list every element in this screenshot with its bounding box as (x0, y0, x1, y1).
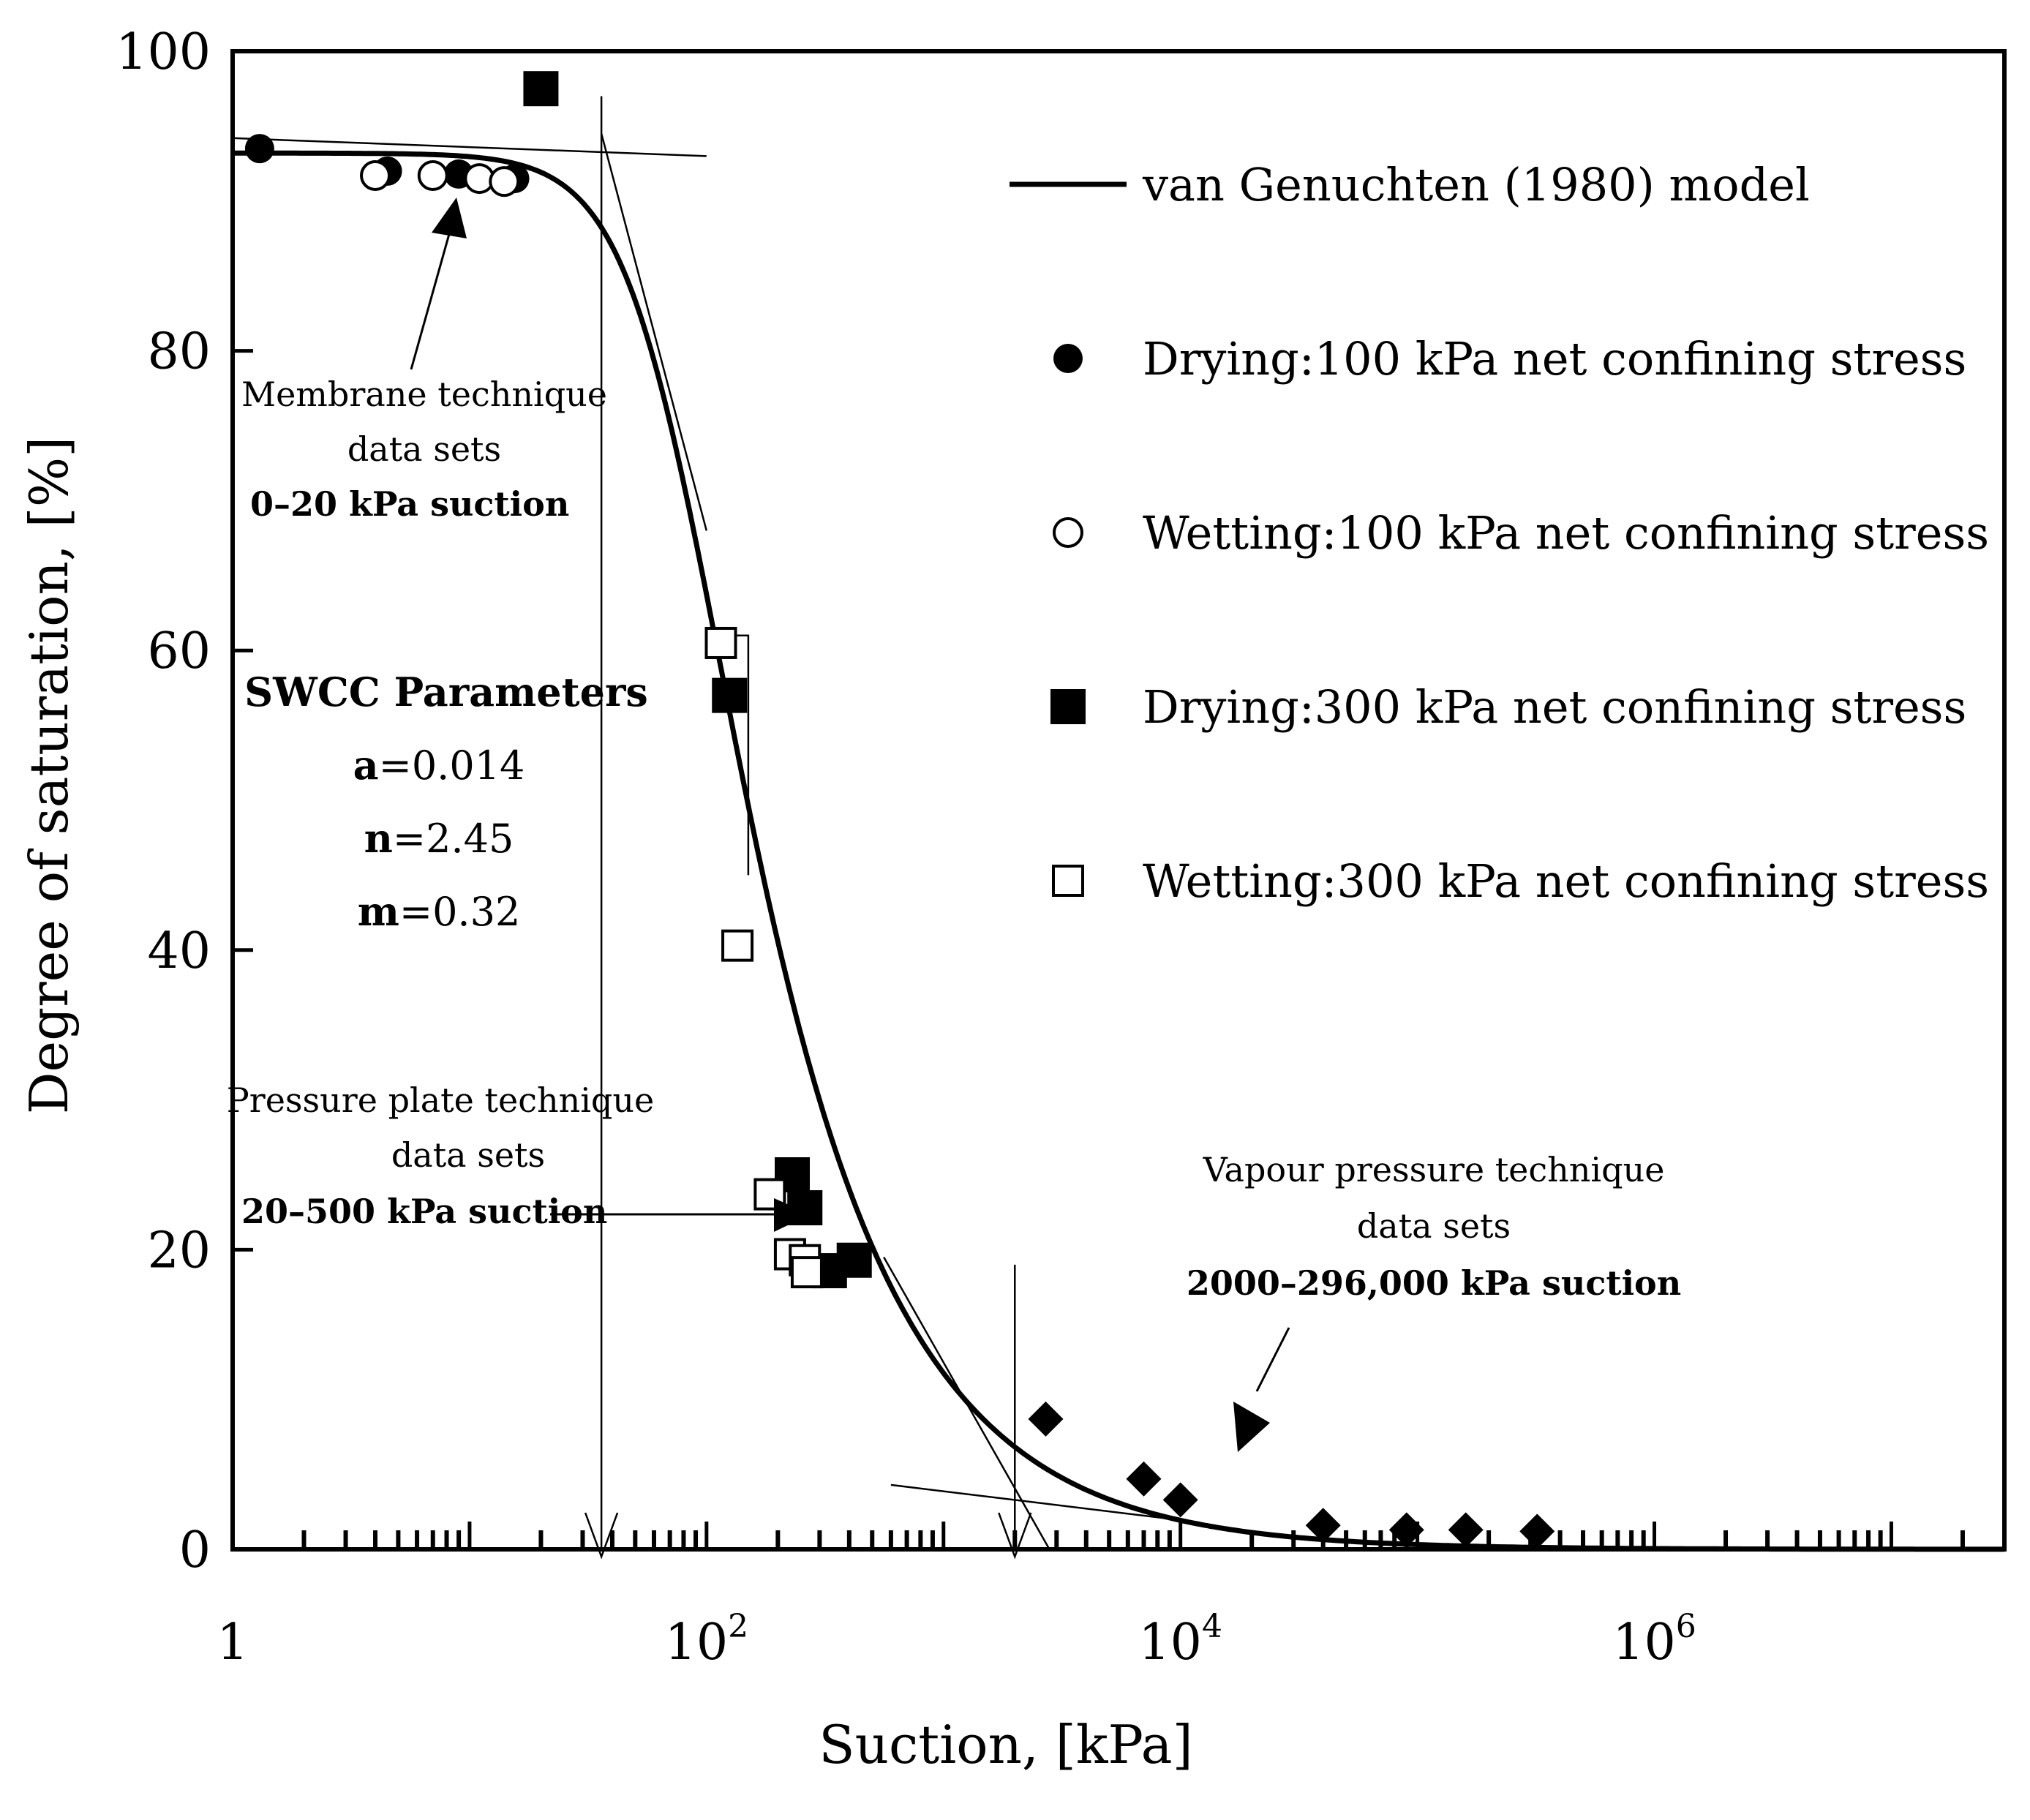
legend-label: van Genuchten (1980) model (1142, 158, 1810, 211)
legend-marker-open-circle (1053, 517, 1083, 548)
construction-line (600, 133, 708, 531)
data-point-filled-diamond (1388, 1512, 1424, 1548)
membrane-annotation-range: 0–20 kPa suction (250, 484, 569, 524)
legend-marker-filled-square (1050, 689, 1086, 724)
y-tick-label: 80 (147, 323, 211, 381)
vapour-annotation-line: Vapour pressure technique (1203, 1150, 1665, 1189)
axes (230, 49, 2007, 1552)
swcc-parameters-title: SWCC Parameters (244, 669, 648, 715)
pressure-plate-annotation-line: data sets (391, 1135, 545, 1175)
x-tick-label: 1 (217, 1614, 248, 1672)
y-tick-label: 100 (116, 23, 211, 81)
legend-label: Drying:300 kPa net confining stress (1143, 680, 1966, 734)
legend-marker-open-square (1052, 865, 1084, 897)
x-axis-title: Suction, [kPa] (819, 1714, 1192, 1775)
annotations: Membrane technique data sets 0–20 kPa suct… (227, 198, 1681, 1452)
data-point-filled-diamond (1126, 1461, 1162, 1497)
data-point-filled-diamond (1305, 1508, 1341, 1543)
data-point-filled-circle (244, 134, 274, 164)
data-point-open-circle (489, 166, 520, 198)
data-point-open-square (790, 1256, 823, 1289)
vapour-annotation-range: 2000–296,000 kPa suction (1187, 1263, 1681, 1303)
y-tick-label: 60 (147, 623, 211, 680)
data-point-open-square (721, 929, 754, 962)
legend: van Genuchten (1980) model Drying:100 kPa… (1010, 158, 1989, 908)
data-point-filled-square (523, 71, 559, 107)
swcc-parameter: n=2.45 (364, 815, 514, 862)
swcc-parameter: a=0.014 (353, 742, 525, 789)
data-point-filled-diamond (1519, 1513, 1555, 1549)
construction-line (890, 1484, 1200, 1524)
data-point-filled-square (836, 1242, 872, 1278)
data-point-open-square (704, 626, 737, 659)
membrane-arrowhead (432, 198, 467, 238)
construction-line (232, 137, 707, 157)
vertical-marker-arrowhead (998, 1512, 1032, 1560)
y-tick-label: 0 (179, 1522, 211, 1579)
construction-line (706, 634, 750, 876)
data-point-open-circle (417, 159, 448, 191)
data-point-filled-diamond (1448, 1512, 1484, 1548)
swcc-parameter: m=0.32 (358, 888, 521, 935)
legend-label: Wetting:300 kPa net confining stress (1143, 854, 1989, 908)
membrane-annotation-line: Membrane technique (241, 375, 607, 414)
pressure-plate-arrowhead (774, 1198, 811, 1232)
x-tick-label: 106 (1612, 1608, 1696, 1672)
data-points (244, 71, 1555, 1549)
legend-label: Wetting:100 kPa net confining stress (1143, 506, 1989, 560)
data-point-open-circle (360, 159, 391, 191)
membrane-annotation-line: data sets (347, 429, 501, 469)
vapour-annotation-line: data sets (1357, 1206, 1511, 1246)
y-axis-title: Degree of saturation, [%] (18, 437, 80, 1114)
y-tick-label: 40 (147, 922, 211, 980)
legend-label: Drying:100 kPa net confining stress (1143, 332, 1966, 386)
legend-marker-filled-circle (1053, 344, 1083, 373)
data-point-filled-square (712, 677, 748, 713)
data-point-filled-diamond (1162, 1482, 1198, 1518)
y-tick-label: 20 (147, 1222, 211, 1279)
pressure-plate-annotation-line: Pressure plate technique (227, 1080, 654, 1120)
tick-labels: 0 20 40 60 80 100 1 102 104 106 (116, 23, 1696, 1672)
pressure-plate-annotation-range: 20–500 kPa suction (241, 1192, 607, 1231)
x-tick-label: 104 (1138, 1608, 1222, 1672)
data-point-filled-diamond (1028, 1401, 1064, 1437)
membrane-arrow-line (410, 233, 451, 370)
vertical-marker-arrowhead (584, 1512, 619, 1560)
data-point-open-circle (464, 163, 495, 195)
plot-frame (230, 49, 2007, 1552)
vapour-arrowhead (1233, 1402, 1270, 1452)
vapour-arrow-line (1255, 1327, 1290, 1392)
x-tick-label: 102 (665, 1608, 749, 1672)
